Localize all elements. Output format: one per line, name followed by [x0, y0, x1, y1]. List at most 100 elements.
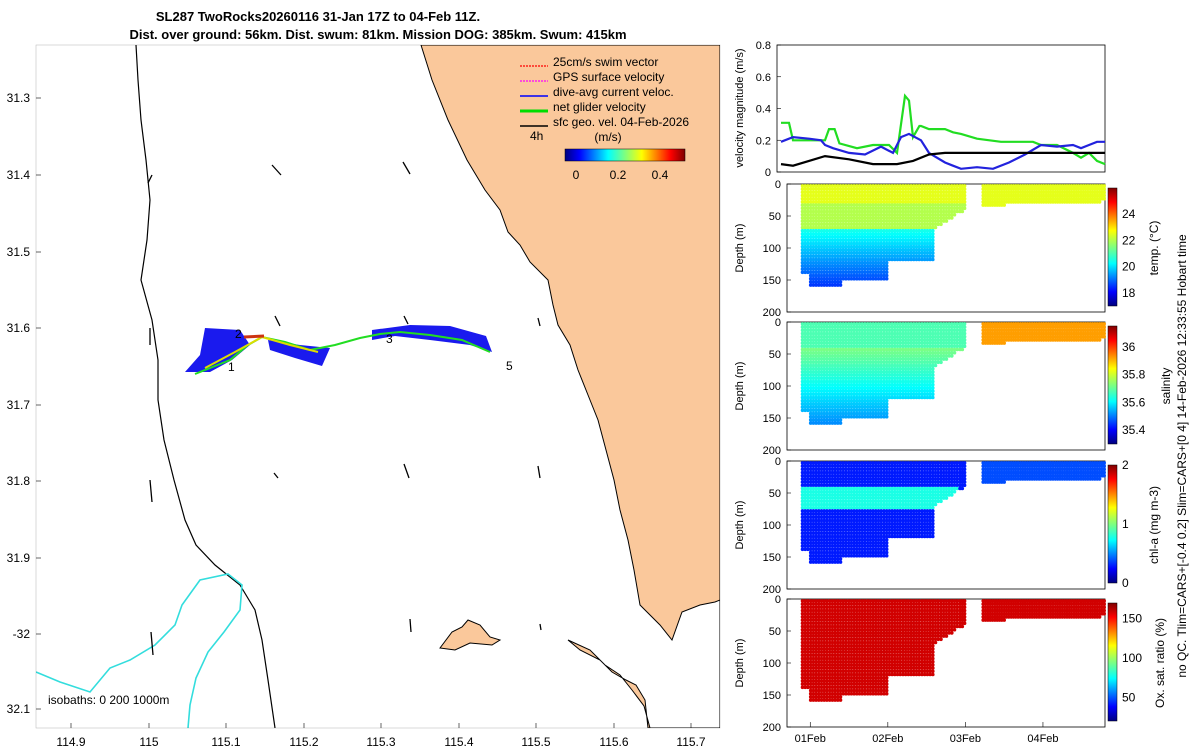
- profile-dot: [857, 248, 862, 252]
- profile-dot: [874, 270, 878, 275]
- profile-dot: [803, 190, 807, 195]
- profile-dot: [811, 216, 816, 220]
- profile-dot: [920, 184, 924, 188]
- profile-dot: [922, 196, 927, 201]
- profile-dot: [906, 196, 911, 201]
- profile-dot: [863, 238, 867, 243]
- profile-dot: [819, 283, 824, 287]
- profile-dot: [841, 219, 845, 223]
- profile-dot: [814, 232, 818, 236]
- profile-dot: [901, 184, 905, 188]
- profile-dot: [931, 241, 935, 246]
- profile-dot: [884, 212, 889, 217]
- profile-dot: [849, 184, 854, 188]
- profile-dot: [868, 190, 873, 195]
- profile-dot: [844, 200, 848, 204]
- profile-dot: [849, 219, 854, 223]
- profile-dot: [912, 241, 916, 246]
- profile-dot: [849, 222, 854, 227]
- profile-dot: [871, 216, 875, 220]
- profile-dot: [876, 267, 881, 271]
- profile-dot: [806, 232, 810, 236]
- profile-dot: [808, 260, 813, 265]
- colorbar-tick-label: 20: [1122, 260, 1136, 274]
- profile-dot: [901, 235, 905, 239]
- profile-dot: [838, 187, 843, 191]
- profile-dot: [852, 267, 856, 271]
- profile-dot: [906, 241, 911, 246]
- profile-dot: [936, 190, 940, 195]
- map-xtick-label: 114.9: [56, 735, 85, 749]
- profile-dot: [830, 283, 835, 287]
- profile-dot: [817, 187, 821, 191]
- profile-dot: [860, 264, 864, 268]
- profile-dot: [819, 260, 824, 265]
- profile-dot: [898, 209, 902, 214]
- profile-dot: [822, 225, 826, 230]
- profile-dot: [898, 216, 902, 220]
- profile-dot: [882, 276, 886, 281]
- profile-dot: [882, 251, 886, 255]
- profile-dot: [827, 270, 832, 275]
- profile-dot: [827, 225, 832, 230]
- profile-dot: [909, 216, 913, 220]
- surface-current-arrows: [147, 161, 542, 656]
- profile-dot: [898, 222, 902, 227]
- profile-dot: [819, 187, 824, 191]
- profile-dot: [1097, 338, 1102, 342]
- profile-dot: [800, 264, 805, 268]
- profile-dot: [817, 264, 821, 268]
- profile-dot: [836, 209, 840, 214]
- profile-dot: [909, 190, 913, 195]
- profile-dot: [922, 200, 927, 204]
- profile-dot: [838, 219, 843, 223]
- profile-dot: [865, 276, 870, 281]
- profile-dot: [922, 257, 927, 262]
- profile-dot: [836, 184, 840, 188]
- profile-dot: [874, 273, 878, 278]
- profile-dot: [855, 260, 859, 265]
- profile-dot: [841, 270, 845, 275]
- profile-dot: [846, 248, 851, 252]
- profile-dot: [827, 248, 832, 252]
- profile-dot: [933, 225, 938, 230]
- profile-dot: [849, 228, 854, 233]
- profile-dot: [876, 222, 881, 227]
- profile-dot: [893, 184, 897, 188]
- profile-dot: [944, 219, 949, 223]
- profile-dot: [833, 280, 837, 284]
- profile-dot: [920, 238, 924, 243]
- profile-dot: [879, 267, 883, 271]
- profile-dot: [884, 405, 889, 409]
- profile-dot: [827, 235, 832, 239]
- profile-dot: [931, 235, 935, 239]
- profile-dot: [884, 241, 889, 246]
- profile-dot: [806, 206, 810, 211]
- profile-dot: [825, 260, 829, 265]
- profile-dot: [808, 203, 813, 207]
- profile-dot: [890, 206, 894, 211]
- profile-dot: [884, 276, 889, 281]
- profile-dot: [909, 254, 913, 259]
- profile-dot: [874, 212, 878, 217]
- profile-dot: [838, 264, 843, 268]
- profile-dot: [874, 209, 878, 214]
- land-mass: [420, 45, 720, 728]
- profile-dot: [811, 238, 816, 243]
- profile-dot: [865, 190, 870, 195]
- profile-dot: [898, 228, 902, 233]
- profile-dot: [906, 254, 911, 259]
- profile-dot: [846, 276, 851, 281]
- profile-dot: [836, 251, 840, 255]
- profile-dot: [822, 241, 826, 246]
- profile-dot: [868, 273, 873, 278]
- profile-dot: [925, 203, 930, 207]
- depth-tick-label: 150: [763, 413, 781, 425]
- profile-dot: [893, 248, 897, 252]
- profile-dot: [863, 219, 867, 223]
- profile-dot: [819, 257, 824, 262]
- profile-dot: [893, 244, 897, 249]
- profile-dot: [912, 209, 916, 214]
- profile-dot: [806, 270, 810, 275]
- profile-dot: [846, 216, 851, 220]
